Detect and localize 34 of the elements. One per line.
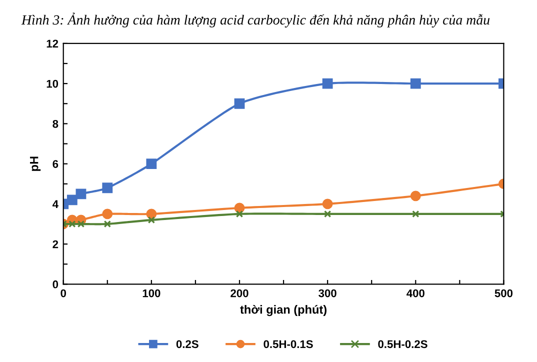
point bbox=[322, 198, 333, 210]
y-tick-label: 10 bbox=[46, 80, 58, 88]
point bbox=[102, 208, 113, 220]
chart-title: Hình 3: Ảnh hưởng của hàm lượng acid carbocylic đến khả năng phân hủy của mẫu bbox=[21, 12, 490, 28]
point bbox=[236, 210, 244, 218]
legend-label: 0.2S bbox=[176, 340, 198, 348]
y-tick-label: 0 bbox=[52, 280, 58, 288]
legend-label: 0.5H-0.1S bbox=[264, 340, 313, 348]
x-axis-title: thời gian (phút) bbox=[240, 304, 326, 316]
point bbox=[234, 98, 245, 109]
x-tick-label: 200 bbox=[230, 289, 248, 298]
point bbox=[410, 190, 421, 202]
y-tick-label: 4 bbox=[52, 200, 58, 208]
legend-label: 0.5H-0.2S bbox=[378, 340, 428, 348]
x-tick-label: 400 bbox=[406, 289, 424, 298]
point bbox=[412, 210, 420, 218]
x-tick-label: 0 bbox=[60, 289, 66, 298]
point bbox=[324, 210, 332, 218]
point bbox=[76, 188, 86, 200]
x-tick-label: 500 bbox=[494, 289, 513, 298]
y-tick-label: 6 bbox=[52, 160, 58, 168]
point bbox=[146, 158, 157, 170]
y-axis-title: pH bbox=[30, 156, 41, 171]
point bbox=[102, 182, 113, 194]
point bbox=[148, 216, 156, 224]
point bbox=[104, 220, 112, 228]
x-tick-label: 300 bbox=[318, 289, 336, 298]
y-tick-label: 12 bbox=[46, 40, 58, 48]
point bbox=[410, 78, 421, 89]
y-tick-label: 8 bbox=[52, 120, 58, 128]
point bbox=[322, 78, 333, 89]
point bbox=[66, 194, 78, 206]
y-tick-label: 2 bbox=[52, 240, 58, 248]
x-tick-label: 100 bbox=[142, 289, 160, 298]
